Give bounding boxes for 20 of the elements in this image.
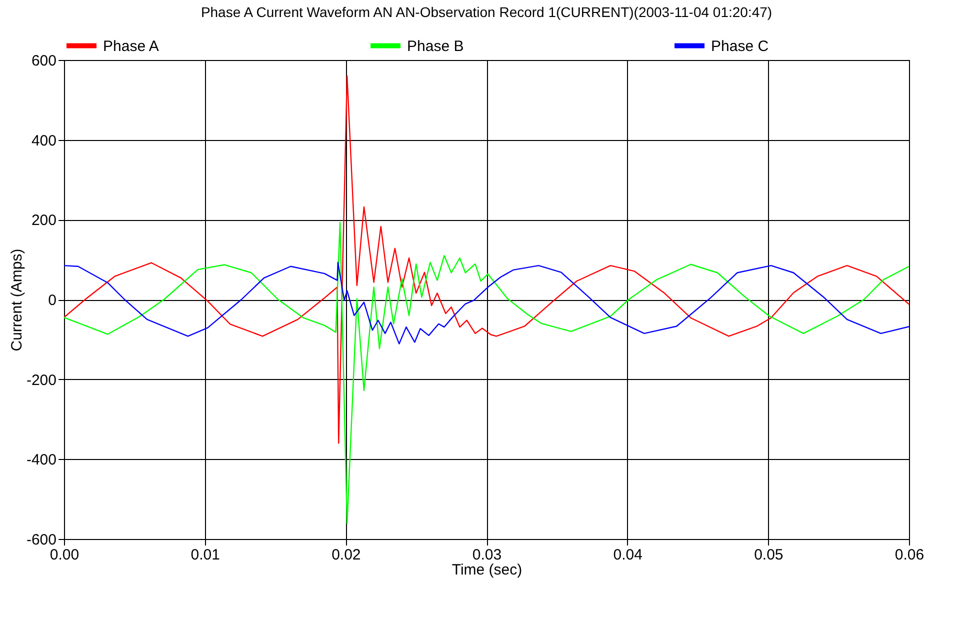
legend-label: Phase C — [711, 38, 769, 55]
y-axis-title: Current (Amps) — [8, 248, 26, 352]
y-tick-label: 0 — [48, 292, 56, 309]
y-tick-label: 600 — [31, 52, 56, 70]
legend-label: Phase B — [407, 38, 464, 55]
legend-label: Phase A — [103, 38, 159, 55]
y-tick-label: -200 — [26, 372, 56, 389]
x-tick-label: 0.02 — [332, 546, 361, 564]
x-tick-label: 0.05 — [754, 546, 784, 564]
y-tick-label: 400 — [31, 132, 56, 150]
y-tick-label: 200 — [31, 212, 56, 230]
x-tick-label: 0.01 — [190, 546, 220, 564]
x-tick-label: 0.03 — [472, 546, 502, 564]
chart-title: Phase A Current Waveform AN AN-Observation Record 1(CURRENT)(2003-11-04 01:20:47) — [200, 4, 772, 20]
x-axis-title: Time (sec) — [452, 562, 522, 578]
x-tick-label: 0.04 — [613, 546, 642, 564]
y-tick-label: -600 — [26, 532, 56, 548]
y-tick-label: -400 — [26, 452, 56, 469]
x-tick-label: 0.06 — [894, 546, 924, 564]
x-tick-label: 0.00 — [50, 546, 80, 564]
